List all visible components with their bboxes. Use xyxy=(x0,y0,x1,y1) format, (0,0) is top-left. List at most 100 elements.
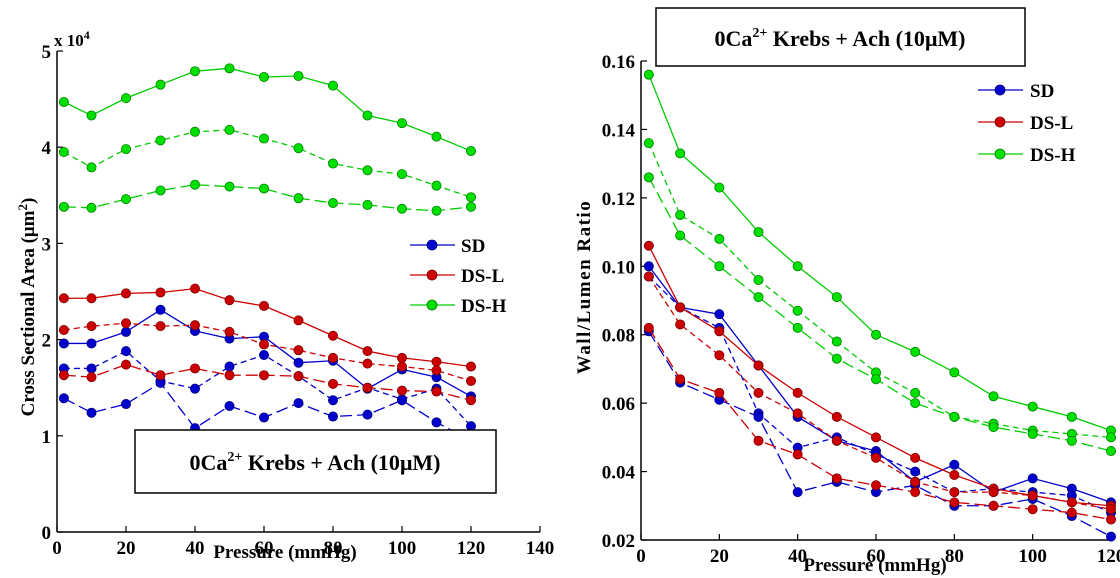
left-data-point-ds-l xyxy=(224,326,235,337)
left-data-point-ds-l xyxy=(224,295,235,306)
right-x-tick-label: 40 xyxy=(788,546,807,567)
left-data-point-ds-h xyxy=(58,201,69,212)
left-data-point-ds-h xyxy=(362,165,373,176)
left-data-point-ds-l xyxy=(431,386,442,397)
right-y-tick-label: 0.06 xyxy=(602,394,635,415)
right-data-point-ds-h xyxy=(753,227,764,238)
right-data-point-ds-h xyxy=(910,346,921,357)
right-plot-area: 0 20 40 60 80 100 120 0.02 0.04 0.06 0.08 0.10 0.12 0… xyxy=(602,52,1120,567)
right-data-point-ds-l xyxy=(1027,504,1038,515)
right-data-point-ds-l xyxy=(871,480,882,491)
left-legend-entry-ds-l: DS-L xyxy=(410,266,504,287)
left-data-point-ds-l xyxy=(327,378,338,389)
left-legend-entry-sd: SD xyxy=(410,236,485,257)
left-data-point-sd xyxy=(327,411,338,422)
left-y-multiplier: x 104 xyxy=(54,28,90,50)
left-data-point-ds-l xyxy=(258,339,269,350)
left-data-point-sd xyxy=(86,338,97,349)
right-data-point-ds-h xyxy=(675,148,686,159)
left-data-point-sd xyxy=(58,338,69,349)
left-data-point-ds-l xyxy=(155,287,166,298)
left-data-point-ds-h xyxy=(58,96,69,107)
left-data-point-ds-h xyxy=(327,197,338,208)
left-data-point-ds-l xyxy=(86,321,97,332)
left-x-tick-label: 60 xyxy=(255,538,274,559)
right-x-tick-label: 80 xyxy=(945,546,964,567)
left-data-point-ds-h xyxy=(258,183,269,194)
left-data-point-ds-l xyxy=(293,371,304,382)
right-data-point-ds-h xyxy=(1106,446,1117,457)
left-data-point-ds-l xyxy=(58,324,69,335)
left-y-tick-label: 2 xyxy=(42,331,52,352)
left-data-point-sd xyxy=(258,349,269,360)
left-data-point-ds-h xyxy=(189,66,200,77)
right-series-line-sd-longdash xyxy=(648,330,1112,538)
right-data-point-sd xyxy=(643,261,654,272)
left-data-point-ds-l xyxy=(465,361,476,372)
left-data-point-ds-l xyxy=(121,288,132,299)
svg-text:DS-H: DS-H xyxy=(461,296,507,317)
left-data-point-ds-l xyxy=(396,352,407,363)
right-data-point-ds-l xyxy=(643,271,654,282)
right-data-point-ds-h xyxy=(1066,435,1077,446)
left-data-point-ds-h xyxy=(431,131,442,142)
left-y-tick-label: 4 xyxy=(42,138,52,159)
right-data-point-ds-l xyxy=(675,374,686,385)
right-data-point-ds-h xyxy=(831,336,842,347)
right-data-point-ds-h xyxy=(1066,411,1077,422)
left-legend: SD DS-L DS-H xyxy=(402,230,507,330)
right-x-axis-label: Pressure (mmHg) xyxy=(803,555,946,576)
left-data-point-ds-h xyxy=(86,110,97,121)
left-x-tick-label: 120 xyxy=(457,538,486,559)
right-data-point-sd xyxy=(1106,531,1117,542)
left-data-point-ds-h xyxy=(431,205,442,216)
left-data-point-ds-h xyxy=(362,199,373,210)
left-data-point-ds-l xyxy=(258,300,269,311)
right-data-point-ds-h xyxy=(949,367,960,378)
left-data-point-sd xyxy=(155,304,166,315)
right-y-tick-label: 0.08 xyxy=(602,326,635,347)
left-data-point-ds-h xyxy=(155,79,166,90)
left-data-point-ds-l xyxy=(189,363,200,374)
left-x-tick-label: 100 xyxy=(388,538,417,559)
left-data-point-sd xyxy=(58,393,69,404)
right-data-point-ds-h xyxy=(792,305,803,316)
left-data-point-ds-l xyxy=(396,385,407,396)
right-data-point-ds-h xyxy=(949,411,960,422)
right-data-point-ds-l xyxy=(643,240,654,251)
right-data-point-ds-h xyxy=(714,233,725,244)
left-data-point-ds-l xyxy=(86,372,97,383)
right-x-tick-label: 60 xyxy=(867,546,886,567)
left-legend-entry-ds-h: DS-H xyxy=(410,296,507,317)
right-data-point-ds-l xyxy=(871,432,882,443)
left-data-point-ds-h xyxy=(465,146,476,157)
right-data-point-ds-h xyxy=(988,391,999,402)
left-data-point-ds-h xyxy=(224,181,235,192)
right-data-point-ds-l xyxy=(910,452,921,463)
left-x-tick-label: 0 xyxy=(52,538,62,559)
left-data-point-ds-h xyxy=(86,202,97,213)
right-data-point-ds-h xyxy=(792,322,803,333)
right-data-point-ds-h xyxy=(675,230,686,241)
left-data-point-ds-h xyxy=(121,144,132,155)
left-chart: 0 20 40 60 80 100 120 140 0 1 2 3 4 5 x 104 Pressure … xyxy=(15,28,554,563)
right-data-point-ds-h xyxy=(643,138,654,149)
left-data-point-ds-l xyxy=(86,293,97,304)
left-data-point-ds-h xyxy=(258,133,269,144)
left-data-point-sd xyxy=(86,363,97,374)
left-data-point-ds-h xyxy=(155,135,166,146)
right-data-point-ds-l xyxy=(1106,504,1117,515)
right-data-point-ds-l xyxy=(949,497,960,508)
right-data-point-ds-h xyxy=(871,329,882,340)
left-data-point-ds-h xyxy=(465,201,476,212)
left-y-tick-label: 3 xyxy=(42,234,52,255)
right-y-tick-label: 0.10 xyxy=(602,257,635,278)
svg-text:SD: SD xyxy=(1030,81,1054,102)
left-data-point-sd xyxy=(121,399,132,410)
left-data-point-sd xyxy=(189,383,200,394)
right-data-point-ds-h xyxy=(753,292,764,303)
right-legend: SD DS-L DS-H xyxy=(978,81,1076,166)
left-data-point-ds-l xyxy=(396,361,407,372)
right-data-point-ds-h xyxy=(988,422,999,433)
